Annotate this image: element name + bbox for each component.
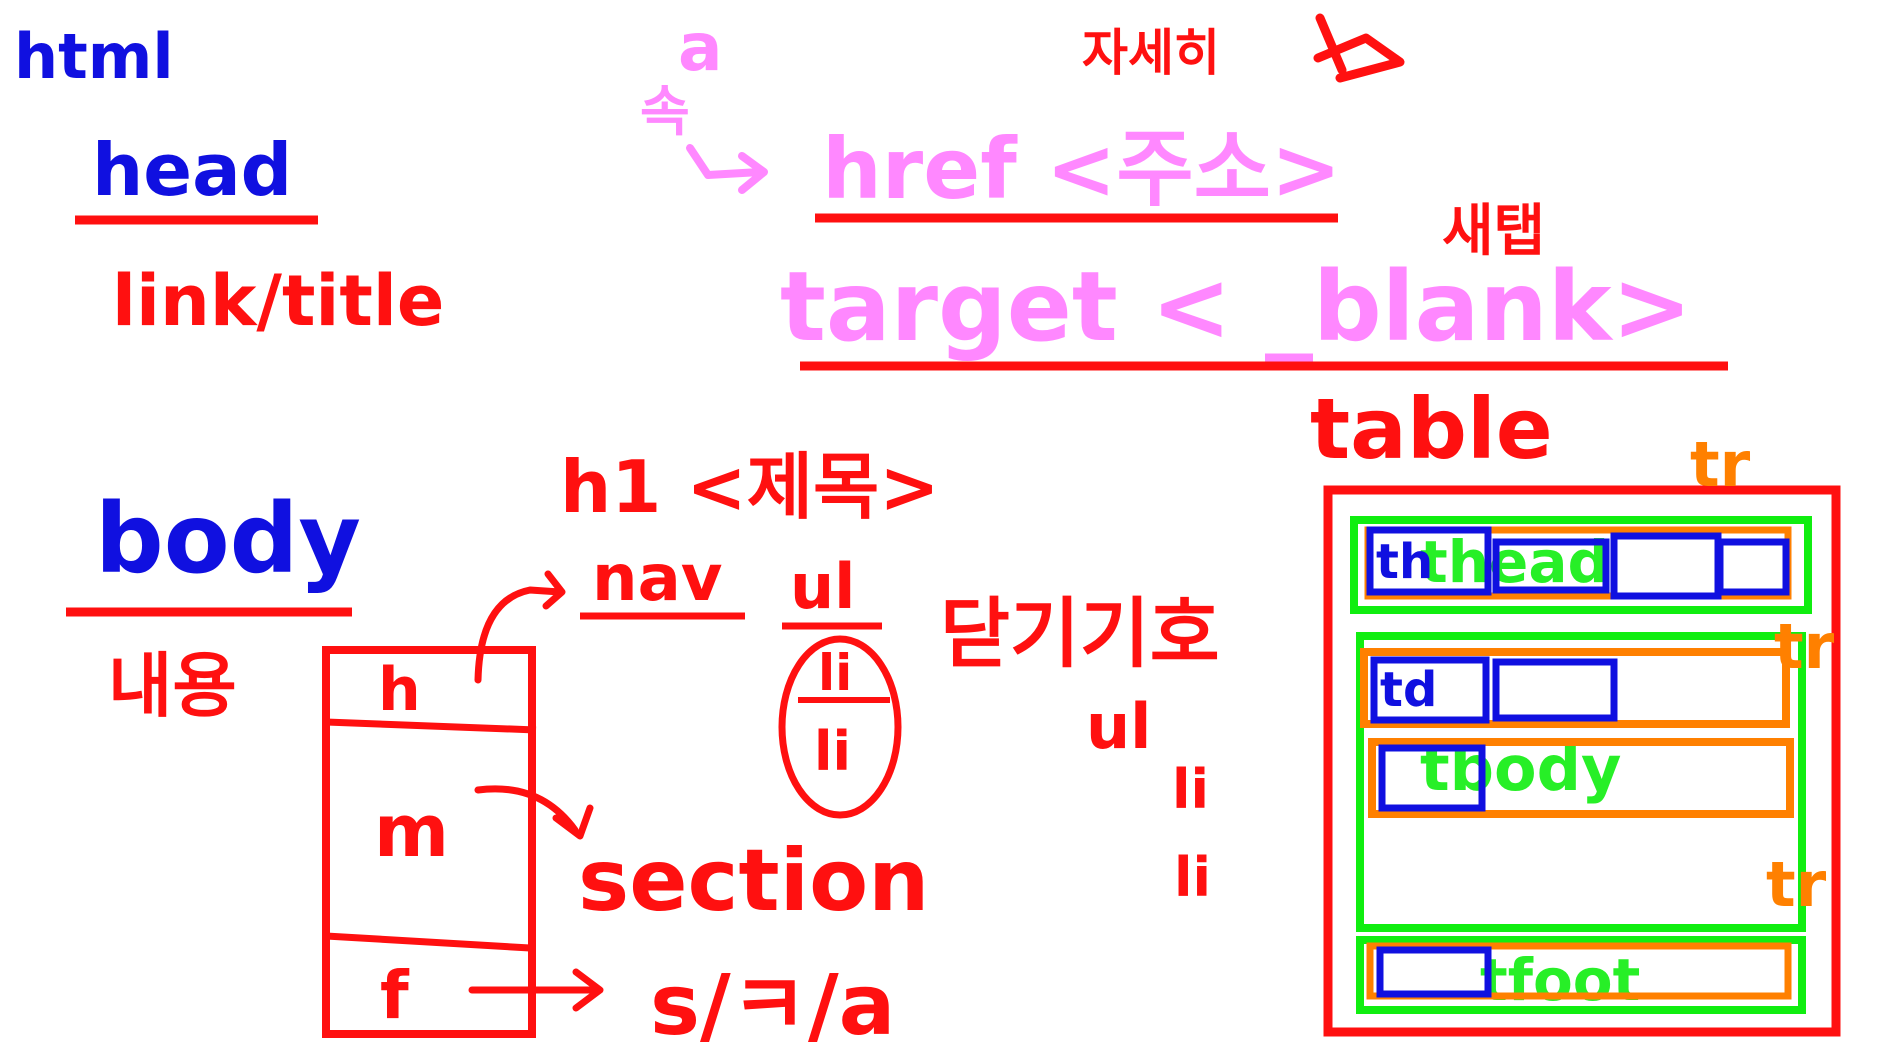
page-layout-box bbox=[322, 646, 537, 1038]
a-arrow bbox=[686, 144, 768, 194]
footer-arrow bbox=[468, 968, 604, 1012]
table-label: table bbox=[1310, 380, 1553, 478]
tr-label-2: tr bbox=[1774, 610, 1835, 683]
ul-second-label: ul bbox=[1086, 690, 1151, 763]
li-second-label: li bbox=[814, 720, 851, 783]
thead-label: thead bbox=[1420, 528, 1609, 596]
footer-note-label: s/ㅋ/a bbox=[650, 956, 895, 1054]
td-cell-2 bbox=[1492, 658, 1618, 722]
h1-label: h1 <제목> bbox=[560, 445, 940, 529]
main-letter: m bbox=[374, 789, 449, 873]
td-cell-1 bbox=[1370, 656, 1490, 724]
href-label: href <주소> bbox=[822, 120, 1341, 218]
tfoot-label: tfoot bbox=[1480, 946, 1640, 1014]
new-tab-korean-label: 새탭 bbox=[1442, 199, 1545, 264]
li-third-label: li bbox=[1172, 758, 1209, 821]
a-korean-label: 속 bbox=[640, 80, 690, 143]
header-to-nav-arrow bbox=[474, 570, 566, 684]
main-to-section-arrow bbox=[474, 785, 594, 840]
footer-letter: f bbox=[380, 957, 410, 1034]
table-outline bbox=[1323, 485, 1841, 1037]
thead-outline bbox=[1350, 516, 1812, 614]
li-fourth-label: li bbox=[1174, 846, 1211, 909]
body-label: body bbox=[95, 483, 361, 595]
korean-top-label: 자세히 bbox=[1082, 24, 1220, 82]
target-label: target < _blank> bbox=[780, 251, 1692, 363]
td-cell-3 bbox=[1378, 744, 1486, 812]
nav-label: nav bbox=[592, 542, 722, 616]
tbody-outline bbox=[1356, 632, 1806, 932]
th-cell-4 bbox=[1716, 538, 1790, 596]
th-label: th bbox=[1376, 534, 1433, 590]
li-group-circle bbox=[778, 635, 902, 819]
th-cell-3 bbox=[1610, 532, 1722, 600]
header-letter: h bbox=[378, 655, 421, 725]
html-label: html bbox=[14, 20, 174, 93]
tr-label-1: tr bbox=[1690, 428, 1751, 501]
tbody-row-1 bbox=[1360, 648, 1790, 728]
scribble-mark bbox=[1313, 13, 1405, 83]
closed-korean-label: 닫기기호 bbox=[940, 589, 1220, 678]
section-label: section bbox=[578, 831, 929, 931]
tfoot-outline bbox=[1356, 936, 1806, 1014]
th-cell-2 bbox=[1492, 538, 1610, 594]
tbody-row-2 bbox=[1368, 738, 1794, 818]
td-label: td bbox=[1380, 662, 1437, 718]
tr-label-3: tr bbox=[1766, 848, 1827, 921]
body-korean-label: 내용 bbox=[108, 645, 237, 727]
tfoot-row bbox=[1366, 942, 1792, 1000]
ul-label: ul bbox=[790, 550, 855, 623]
head-label: head bbox=[92, 128, 292, 212]
head-children-label: link/title bbox=[112, 260, 444, 342]
li-first-label: li bbox=[818, 644, 852, 702]
th-cell-1 bbox=[1366, 526, 1492, 596]
tfoot-cell bbox=[1376, 946, 1492, 998]
a-tag-label: a bbox=[678, 9, 723, 86]
